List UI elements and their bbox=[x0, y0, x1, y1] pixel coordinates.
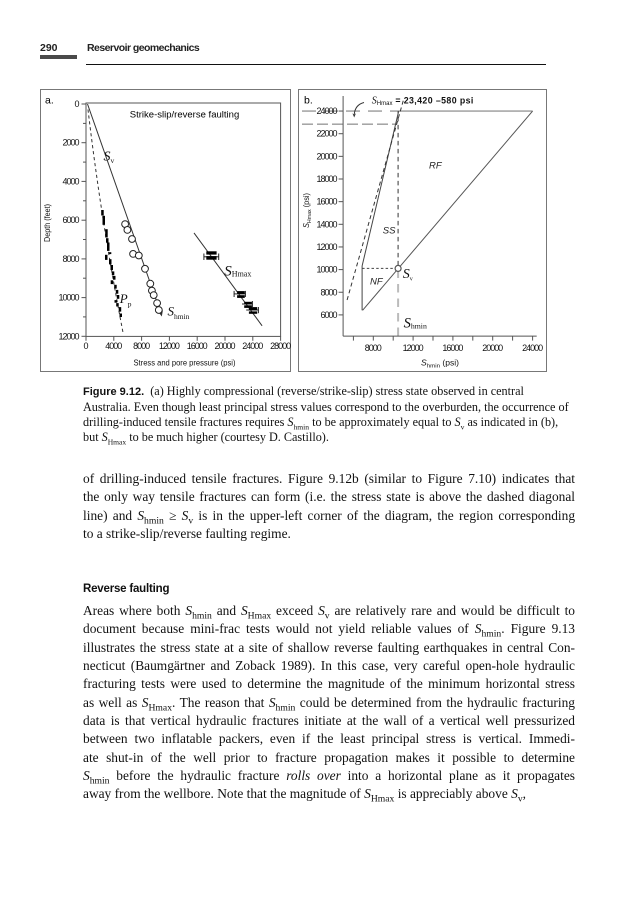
svg-text:8000: 8000 bbox=[321, 287, 338, 297]
svg-text:6000: 6000 bbox=[63, 215, 80, 225]
svg-text:12000: 12000 bbox=[159, 341, 180, 351]
svg-text:14000: 14000 bbox=[317, 219, 338, 229]
svg-text:Sv: Sv bbox=[403, 267, 413, 282]
svg-text:12000: 12000 bbox=[59, 331, 80, 341]
svg-text:SHmax = 23,420 –580 psi: SHmax = 23,420 –580 psi bbox=[372, 95, 474, 107]
svg-text:24000: 24000 bbox=[317, 106, 338, 116]
svg-text:Shmin (psi): Shmin (psi) bbox=[421, 358, 459, 369]
svg-text:20000: 20000 bbox=[215, 341, 236, 351]
svg-text:6000: 6000 bbox=[321, 309, 338, 319]
svg-text:24000: 24000 bbox=[242, 341, 263, 351]
svg-text:24000: 24000 bbox=[522, 343, 543, 353]
svg-text:2000: 2000 bbox=[63, 137, 80, 147]
svg-text:a.: a. bbox=[45, 94, 54, 106]
svg-text:Sv: Sv bbox=[104, 149, 115, 165]
svg-text:Stress and pore pressure (psi): Stress and pore pressure (psi) bbox=[134, 358, 236, 367]
svg-text:4000: 4000 bbox=[63, 176, 80, 186]
svg-text:8000: 8000 bbox=[133, 341, 150, 351]
svg-text:8000: 8000 bbox=[63, 253, 80, 263]
svg-text:16000: 16000 bbox=[187, 341, 208, 351]
svg-text:4000: 4000 bbox=[105, 341, 122, 351]
svg-text:16000: 16000 bbox=[317, 196, 338, 206]
svg-text:0: 0 bbox=[83, 341, 88, 351]
svg-text:b.: b. bbox=[304, 94, 313, 106]
svg-text:12000: 12000 bbox=[403, 343, 424, 353]
svg-text:0: 0 bbox=[74, 99, 79, 109]
svg-text:22000: 22000 bbox=[317, 128, 338, 138]
svg-text:12000: 12000 bbox=[317, 241, 338, 251]
svg-text:Depth (feet): Depth (feet) bbox=[43, 203, 52, 241]
svg-text:NF: NF bbox=[370, 276, 384, 287]
svg-text:RF: RF bbox=[429, 160, 443, 171]
svg-text:16000: 16000 bbox=[442, 343, 463, 353]
svg-text:Strike-slip/reverse faulting: Strike-slip/reverse faulting bbox=[130, 109, 240, 119]
svg-text:8000: 8000 bbox=[365, 343, 382, 353]
svg-text:10000: 10000 bbox=[317, 264, 338, 274]
svg-text:20000: 20000 bbox=[482, 343, 503, 353]
svg-text:28000: 28000 bbox=[270, 341, 291, 351]
svg-text:18000: 18000 bbox=[317, 174, 338, 184]
svg-text:20000: 20000 bbox=[317, 151, 338, 161]
svg-text:SHmax (psi): SHmax (psi) bbox=[302, 192, 313, 227]
svg-text:SS: SS bbox=[383, 225, 396, 236]
svg-text:10000: 10000 bbox=[59, 292, 80, 302]
